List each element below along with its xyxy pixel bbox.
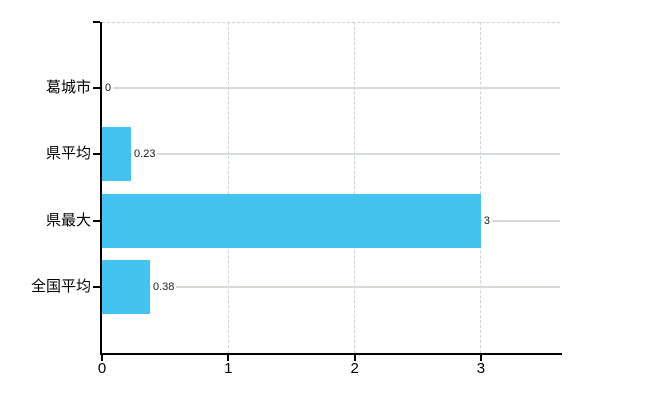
bar-value-label: 3 xyxy=(481,213,493,228)
x-axis-tick-label: 1 xyxy=(224,360,233,377)
horizontal-gridline xyxy=(102,87,560,90)
x-axis-tick xyxy=(353,355,356,361)
horizontal-gridline xyxy=(102,153,560,156)
y-axis-tick xyxy=(93,87,100,90)
x-axis-tick xyxy=(101,355,103,361)
category-label: 葛城市 xyxy=(45,79,91,97)
x-axis-tick-label: 2 xyxy=(350,360,359,377)
y-axis-line xyxy=(100,22,102,355)
y-axis-tick xyxy=(93,219,100,222)
category-label: 県最大 xyxy=(45,211,91,229)
plot-top-border xyxy=(102,22,560,23)
horizontal-gridline xyxy=(102,285,560,288)
bar xyxy=(102,193,481,248)
category-label: 県平均 xyxy=(45,145,91,163)
x-axis-tick-label: 3 xyxy=(476,360,486,377)
x-axis-tick xyxy=(479,355,482,361)
bar xyxy=(102,259,150,314)
y-axis-top-tick xyxy=(93,21,100,23)
y-axis-tick xyxy=(93,285,100,288)
plot-area: 0 0.23 3 0.38 xyxy=(93,21,562,361)
bar-value-label: 0.38 xyxy=(150,279,177,294)
x-axis-tick xyxy=(227,355,230,361)
vertical-gridline xyxy=(227,22,229,353)
bar xyxy=(102,127,132,182)
bar-value-label: 0.23 xyxy=(132,147,158,162)
category-label: 全国平均 xyxy=(30,277,91,295)
vertical-gridline xyxy=(480,22,482,353)
x-axis-line xyxy=(100,353,562,355)
x-axis-tick-label: 0 xyxy=(97,360,107,377)
vertical-gridline xyxy=(354,22,356,353)
bar-value-label: 0 xyxy=(103,81,114,96)
y-axis-tick xyxy=(93,153,100,156)
